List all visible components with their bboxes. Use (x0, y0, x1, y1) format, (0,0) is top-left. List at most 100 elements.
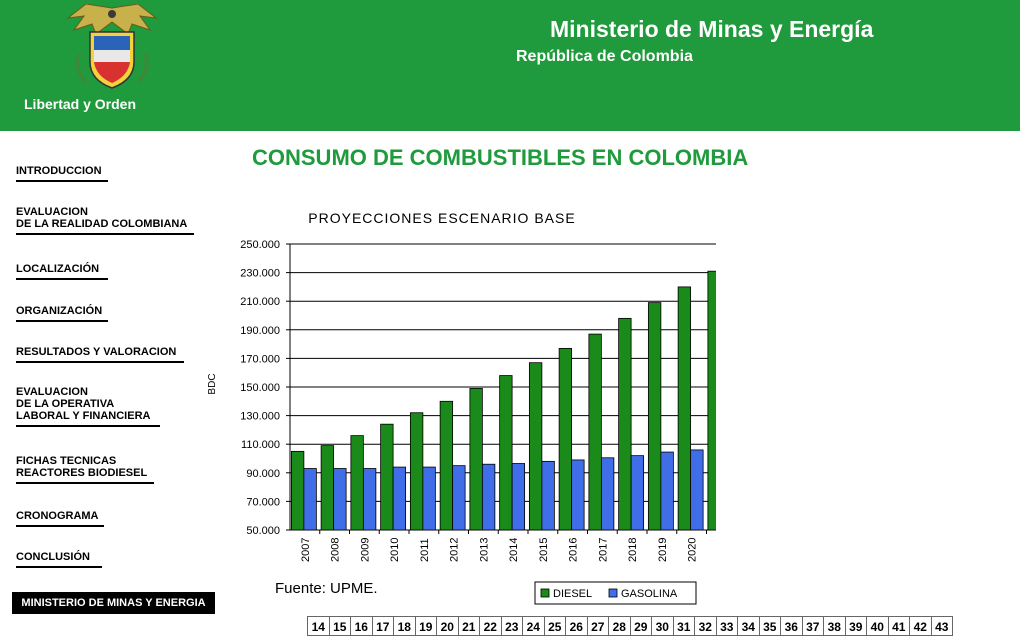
page-link-29[interactable]: 29 (629, 616, 652, 636)
sidebar-item-cronograma[interactable]: CRONOGRAMA (16, 510, 104, 527)
page-link-26[interactable]: 26 (565, 616, 588, 636)
page-link-19[interactable]: 19 (414, 616, 437, 636)
bar-diesel-2012 (439, 400, 454, 531)
x-tick-label: 2009 (359, 538, 371, 562)
page-link-42[interactable]: 42 (909, 616, 932, 636)
sidebar-item-evaluacion-realidad[interactable]: EVALUACION DE LA REALIDAD COLOMBIANA (16, 206, 194, 235)
underline (16, 278, 108, 280)
sidebar-item-resultados[interactable]: RESULTADOS Y VALORACION (16, 346, 184, 363)
page-link-36[interactable]: 36 (780, 616, 803, 636)
page-link-15[interactable]: 15 (328, 616, 351, 636)
bar-diesel-2013 (469, 388, 483, 531)
bar-gasolina-2010 (392, 466, 407, 531)
bar-diesel-2009 (350, 435, 364, 531)
y-tick-label: 170.000 (240, 353, 280, 365)
republic-subtitle: República de Colombia (516, 48, 693, 65)
y-tick-label: 50.000 (246, 525, 280, 537)
x-tick-label: 2020 (687, 538, 699, 562)
page-link-20[interactable]: 20 (436, 616, 459, 636)
coat-of-arms-icon (66, 4, 158, 89)
underline (16, 180, 108, 182)
sidebar-item-evaluacion-operativa[interactable]: EVALUACION DE LA OPERATIVA LABORAL Y FIN… (16, 386, 160, 427)
page-link-24[interactable]: 24 (522, 616, 545, 636)
bar-diesel-2021 (707, 270, 716, 531)
page-link-23[interactable]: 23 (500, 616, 523, 636)
x-tick-label: 2014 (508, 538, 520, 562)
sidebar-item-label: CONCLUSIÓN (16, 551, 90, 563)
bar-diesel-2007 (290, 450, 305, 531)
bar-gasolina-2012 (452, 465, 466, 531)
page-link-18[interactable]: 18 (393, 616, 416, 636)
sidebar-item-introduccion[interactable]: INTRODUCCION (16, 165, 108, 182)
page-link-14[interactable]: 14 (307, 616, 330, 636)
page-link-32[interactable]: 32 (694, 616, 717, 636)
sidebar-item-organizacion[interactable]: ORGANIZACIÓN (16, 305, 108, 322)
underline (16, 320, 108, 322)
y-tick-label: 250.000 (240, 239, 280, 251)
bar-chart: PROYECCIONES ESCENARIO BASE 250.000 230.00… (207, 210, 716, 605)
bar-gasolina-2019 (660, 451, 674, 531)
page-link-41[interactable]: 41 (887, 616, 910, 636)
sidebar-item-label: RESULTADOS Y VALORACION (16, 346, 177, 358)
header-banner: Libertad y Orden Ministerio de Minas y E… (0, 0, 1020, 131)
bar-diesel-2018 (618, 317, 632, 531)
y-tick-label: 130.000 (240, 411, 280, 423)
page-link-28[interactable]: 28 (608, 616, 631, 636)
y-tick-label: 90.000 (246, 468, 280, 480)
bar-diesel-2017 (588, 333, 602, 531)
bar-diesel-2020 (677, 286, 692, 531)
x-tick-label: 2016 (568, 538, 580, 562)
page-link-39[interactable]: 39 (844, 616, 867, 636)
bar-gasolina-2011 (422, 466, 436, 531)
x-tick-label: 2015 (538, 538, 550, 562)
sidebar-item-label: ORGANIZACIÓN (16, 305, 103, 317)
sidebar-item-label: FICHAS TECNICAS REACTORES BIODIESEL (16, 455, 148, 479)
bar-gasolina-2007 (303, 468, 317, 531)
page-navigation: 14 15 16 17 18 19 20 21 22 23 24 25 26 27 28 29 30 31 32 33… (307, 616, 953, 636)
page-link-35[interactable]: 35 (758, 616, 781, 636)
page-link-38[interactable]: 38 (823, 616, 846, 636)
x-tick-label: 2011 (419, 538, 431, 562)
bar-gasolina-2018 (630, 455, 645, 531)
page-link-17[interactable]: 17 (371, 616, 394, 636)
page-link-22[interactable]: 22 (479, 616, 502, 636)
x-tick-label: 2012 (449, 538, 461, 562)
y-tick-label: 210.000 (240, 296, 280, 308)
sidebar-item-localizacion[interactable]: LOCALIZACIÓN (16, 263, 108, 280)
bar-gasolina-2016 (571, 459, 585, 531)
page-link-30[interactable]: 30 (651, 616, 674, 636)
bar-gasolina-2013 (481, 463, 496, 531)
x-tick-label: 2019 (657, 538, 669, 562)
source-note: Fuente: UPME. (275, 580, 378, 597)
sidebar-item-label: INTRODUCCION (16, 165, 102, 177)
page-link-33[interactable]: 33 (715, 616, 738, 636)
ministry-title: Ministerio de Minas y Energía (550, 16, 874, 42)
bar-diesel-2011 (409, 412, 424, 531)
bar-gasolina-2017 (600, 457, 615, 531)
bar-gasolina-2015 (541, 460, 555, 531)
sidebar-item-label: EVALUACION DE LA OPERATIVA LABORAL Y FIN… (16, 386, 151, 422)
bar-gasolina-2014 (511, 463, 526, 531)
sidebar-item-label: LOCALIZACIÓN (16, 263, 100, 275)
page-link-25[interactable]: 25 (543, 616, 566, 636)
page-link-31[interactable]: 31 (672, 616, 695, 636)
x-tick-label: 2013 (478, 538, 490, 562)
sidebar-item-ministerio[interactable]: MINISTERIO DE MINAS Y ENERGIA (12, 592, 215, 614)
page-link-43[interactable]: 43 (930, 616, 953, 636)
legend-label-diesel: DIESEL (553, 588, 592, 600)
bar-gasolina-2008 (333, 468, 347, 531)
x-tick-label: 2010 (389, 538, 401, 562)
bar-gasolina-2009 (362, 468, 377, 531)
sidebar-item-label: CRONOGRAMA (16, 510, 99, 522)
page-link-40[interactable]: 40 (866, 616, 889, 636)
page-link-37[interactable]: 37 (801, 616, 824, 636)
sidebar-item-conclusion[interactable]: CONCLUSIÓN (16, 551, 102, 568)
page-link-21[interactable]: 21 (457, 616, 480, 636)
y-tick-label: 110.000 (241, 439, 280, 451)
page-link-16[interactable]: 16 (350, 616, 373, 636)
page-link-27[interactable]: 27 (586, 616, 609, 636)
sidebar-item-fichas-tecnicas[interactable]: FICHAS TECNICAS REACTORES BIODIESEL (16, 455, 154, 484)
page-link-34[interactable]: 34 (737, 616, 760, 636)
bar-gasolina-2020 (690, 449, 704, 531)
underline (16, 425, 160, 427)
